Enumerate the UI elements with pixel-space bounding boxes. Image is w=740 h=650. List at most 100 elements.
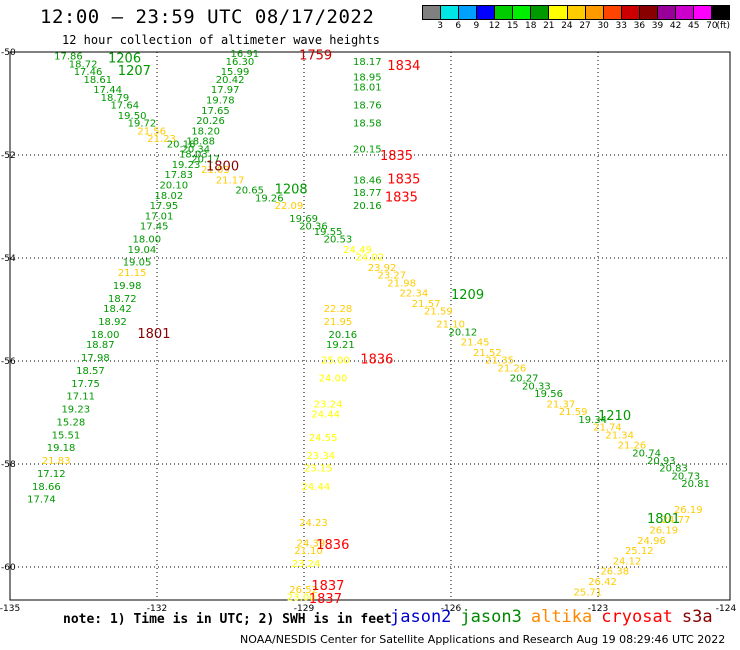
wave-height-label: 18.57 — [76, 366, 105, 377]
wave-height-label: 19.78 — [206, 96, 235, 107]
pass-time-label: 1836 — [360, 353, 393, 368]
legend-jason2: jason2 — [390, 607, 452, 627]
wave-height-label: 20.73 — [672, 471, 701, 482]
wave-height-label: 24.39 — [297, 538, 326, 549]
y-tick-label: -50 — [1, 48, 16, 58]
x-tick-label: -132 — [147, 604, 167, 614]
credit-text: NOAA/NESDIS Center for Satellite Applica… — [240, 633, 726, 646]
wave-height-label: 18.95 — [353, 72, 382, 83]
wave-height-label: 23.00 — [287, 592, 316, 603]
wave-height-label: 19.50 — [118, 111, 147, 122]
wave-height-label: 18.46 — [353, 175, 382, 186]
wave-height-label: 26.38 — [600, 567, 629, 578]
wave-height-label: 20.16 — [329, 330, 358, 341]
colorbar-swatch — [567, 6, 586, 19]
wave-height-label: 20.34 — [182, 144, 211, 155]
colorbar-label: 3 — [437, 21, 443, 31]
wave-height-label: 20.42 — [216, 75, 245, 86]
x-tick-label: -126 — [441, 604, 462, 614]
page-title: 12:00 – 23:59 UTC 08/17/2022 — [40, 6, 375, 28]
wave-height-label: 16.91 — [231, 49, 260, 60]
wave-height-label: 19.55 — [314, 227, 343, 238]
pass-time-label: 1208 — [275, 183, 308, 198]
colorbar-label: 45 — [688, 21, 700, 31]
wave-height-label: 20.81 — [681, 479, 710, 490]
wave-height-label: 17.45 — [140, 222, 169, 233]
pass-time-label: 1801 — [137, 327, 170, 342]
wave-height-label: 21.26 — [618, 441, 647, 452]
wave-height-label: 21.10 — [436, 320, 465, 331]
wave-height-label: 17.83 — [164, 170, 193, 181]
wave-height-label: 26.19 — [674, 505, 703, 516]
colorbar-swatch — [657, 6, 676, 19]
wave-height-label: 23.92 — [368, 263, 397, 274]
colorbar-swatch — [693, 6, 712, 19]
pass-time-label: 1800 — [206, 159, 239, 174]
wave-height-label: 26.19 — [649, 526, 678, 537]
wave-height-label: 18.58 — [353, 119, 382, 130]
wave-height-label: 18.92 — [98, 317, 127, 328]
legend-jason3: jason3 — [460, 607, 522, 627]
wave-height-label: 20.26 — [196, 116, 225, 127]
x-tick-label: -124 — [716, 604, 737, 614]
wave-height-label: 26.52 — [289, 585, 318, 596]
wave-height-label: 20.65 — [235, 186, 264, 197]
wave-height-label: 21.83 — [42, 456, 71, 467]
wave-height-label: 18.77 — [353, 188, 382, 199]
pass-time-label: 1834 — [387, 59, 420, 74]
wave-height-label: 23.15 — [304, 464, 333, 475]
wave-height-label: 18.42 — [103, 304, 132, 315]
y-tick-label: -56 — [1, 357, 16, 367]
colorbar-label: 15 — [506, 21, 519, 31]
pass-time-label: 1209 — [451, 288, 484, 303]
wave-height-label: 17.44 — [93, 85, 122, 96]
wave-height-label: 21.45 — [461, 338, 490, 349]
wave-height-label: 17.46 — [74, 67, 103, 78]
y-tick-label: -52 — [1, 151, 16, 161]
wave-height-label: 18.00 — [91, 330, 120, 341]
wave-height-label: 24.00 — [319, 374, 348, 385]
wave-height-label: 21.17 — [216, 175, 245, 186]
colorbar-label: 27 — [579, 21, 591, 31]
wave-height-label: 15.28 — [57, 417, 86, 428]
wave-height-points: 17.8618.7217.4618.6117.4418.7917.6419.50… — [27, 49, 710, 603]
wave-height-label: 17.95 — [150, 201, 179, 212]
pass-time-label: 1836 — [316, 538, 349, 553]
wave-height-label: 24.02 — [355, 253, 384, 264]
wave-height-label: 18.66 — [32, 482, 61, 493]
wave-height-label: 19.69 — [289, 214, 318, 225]
wave-height-label: 21.23 — [147, 134, 176, 145]
colorbar-label: 42 — [669, 21, 682, 31]
colorbar-swatch — [495, 6, 514, 19]
colorbar-label: 30 — [597, 21, 609, 31]
wave-height-label: 18.03 — [179, 150, 208, 161]
wave-height-label: 17.97 — [211, 85, 240, 96]
x-tick-label: -123 — [588, 604, 608, 614]
pass-time-label: 1835 — [385, 190, 418, 205]
wave-height-label: 24.77 — [662, 515, 691, 526]
wave-height-label: 16.30 — [226, 57, 255, 68]
colorbar-swatch — [441, 6, 460, 19]
wave-height-label: 21.03 — [201, 165, 230, 176]
wave-height-label: 26.42 — [588, 577, 617, 588]
wave-height-label: 24.49 — [343, 245, 372, 256]
wave-height-label: 25.00 — [321, 356, 350, 367]
wave-height-label: 19.98 — [113, 281, 142, 292]
wave-height-label: 17.12 — [37, 469, 66, 480]
wave-height-label: 19.18 — [47, 443, 76, 454]
wave-height-label: 21.56 — [137, 126, 166, 137]
wave-height-label: 23.34 — [306, 451, 335, 462]
colorbar-label: 24 — [561, 21, 573, 31]
wave-height-label: 17.86 — [54, 52, 83, 63]
wave-height-label: 19.34 — [578, 415, 607, 426]
wave-height-label: 19.56 — [534, 389, 563, 400]
wave-height-label: 17.01 — [145, 211, 174, 222]
pass-time-label: 1835 — [380, 149, 413, 164]
wave-height-label: 24.96 — [637, 536, 666, 547]
colorbar-labels: 3 6 9 12 15 18 21 24 27 30 33 36 39 42 45 70 (ft) — [422, 21, 730, 33]
y-tick-label: -58 — [1, 460, 16, 470]
page-subtitle: 12 hour collection of altimeter wave hei… — [62, 33, 380, 47]
wave-height-label: 20.15 — [353, 144, 382, 155]
wave-height-label: 20.74 — [632, 448, 661, 459]
